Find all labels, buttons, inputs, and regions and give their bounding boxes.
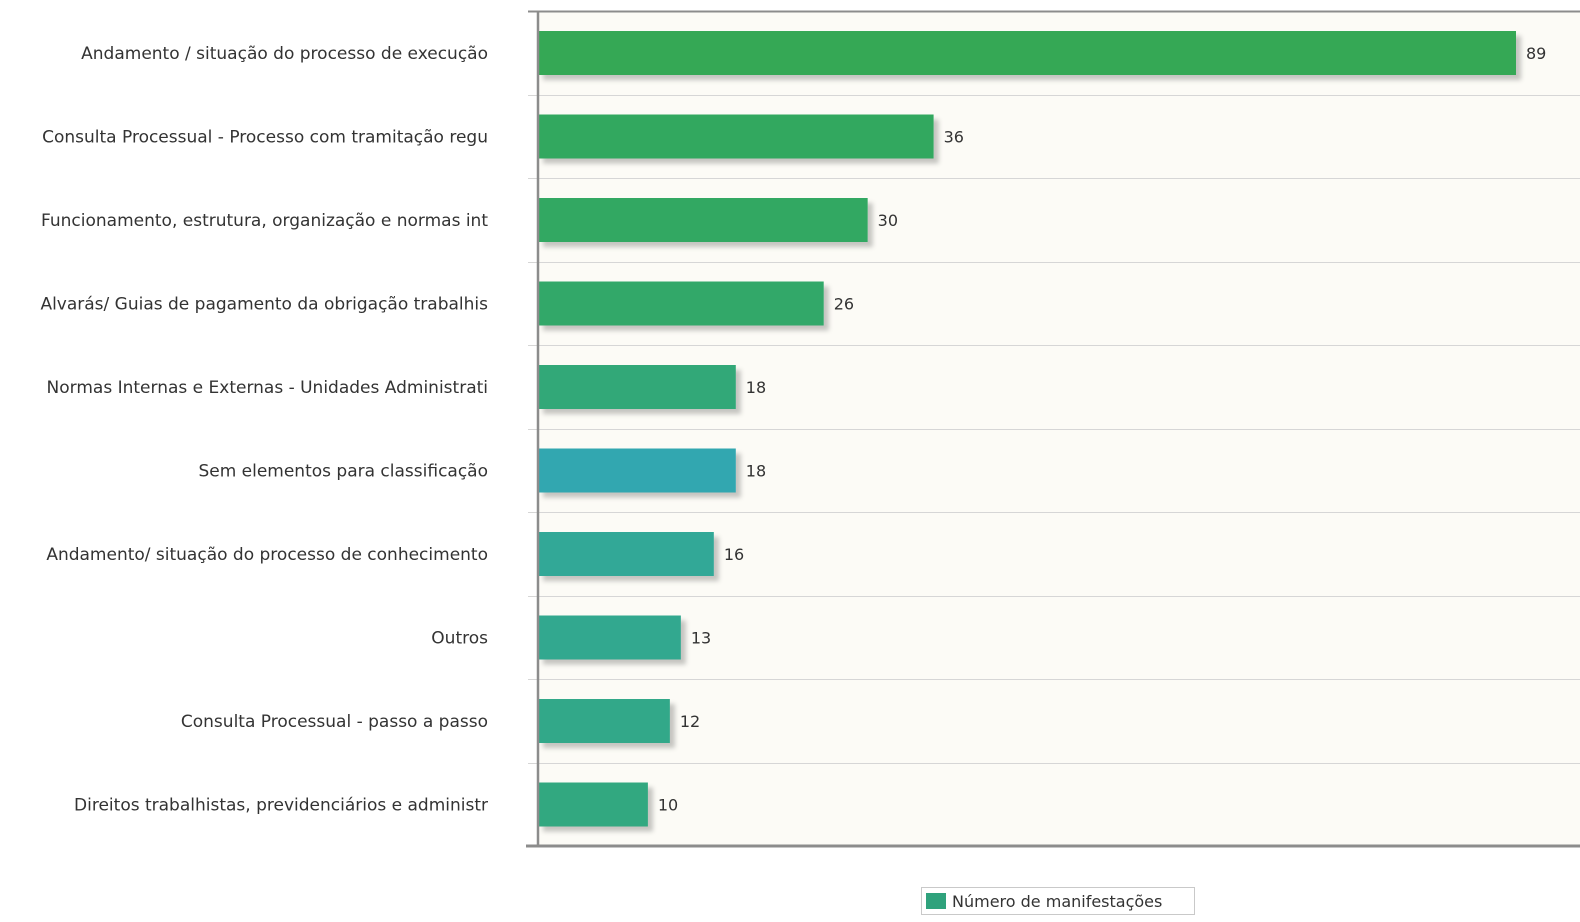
value-label: 26 <box>834 295 854 314</box>
legend-label: Número de manifestações <box>952 891 1163 911</box>
category-label: Sem elementos para classificação <box>198 462 488 482</box>
value-label: 10 <box>658 796 678 815</box>
category-label: Consulta Processual - passo a passo <box>181 712 488 732</box>
value-label: 18 <box>746 462 766 481</box>
value-label: 12 <box>680 712 700 731</box>
bar[interactable] <box>538 281 824 326</box>
value-label: 13 <box>691 629 711 648</box>
value-label: 16 <box>724 545 744 564</box>
category-label: Outros <box>431 629 488 649</box>
value-label: 89 <box>1526 44 1546 63</box>
category-label: Direitos trabalhistas, previdenciários e… <box>74 796 488 816</box>
bar[interactable] <box>538 114 934 159</box>
category-labels: Andamento / situação do processo de exec… <box>40 44 488 816</box>
value-label: 30 <box>878 211 898 230</box>
category-label: Consulta Processual - Processo com trami… <box>42 128 488 148</box>
category-label: Andamento / situação do processo de exec… <box>81 44 488 64</box>
category-label: Funcionamento, estrutura, organização e … <box>41 211 488 231</box>
bar[interactable] <box>538 31 1516 75</box>
bar[interactable] <box>538 365 736 409</box>
axes <box>526 10 1580 848</box>
category-label: Alvarás/ Guias de pagamento da obrigação… <box>40 295 488 315</box>
gridlines <box>528 95 1580 764</box>
category-label: Andamento/ situação do processo de conhe… <box>46 545 488 565</box>
bar[interactable] <box>538 782 648 827</box>
bar[interactable] <box>538 699 670 743</box>
legend-swatch <box>926 893 946 909</box>
value-label: 36 <box>944 128 964 147</box>
bar[interactable] <box>538 615 681 660</box>
category-label: Normas Internas e Externas - Unidades Ad… <box>47 378 488 398</box>
bar[interactable] <box>538 532 714 576</box>
bar[interactable] <box>538 198 868 242</box>
value-label: 18 <box>746 378 766 397</box>
bar[interactable] <box>538 448 736 493</box>
legend: Número de manifestações <box>921 887 1195 915</box>
value-labels: 89 36 30 26 18 18 16 13 12 10 <box>658 44 1546 815</box>
bars <box>538 31 1516 827</box>
